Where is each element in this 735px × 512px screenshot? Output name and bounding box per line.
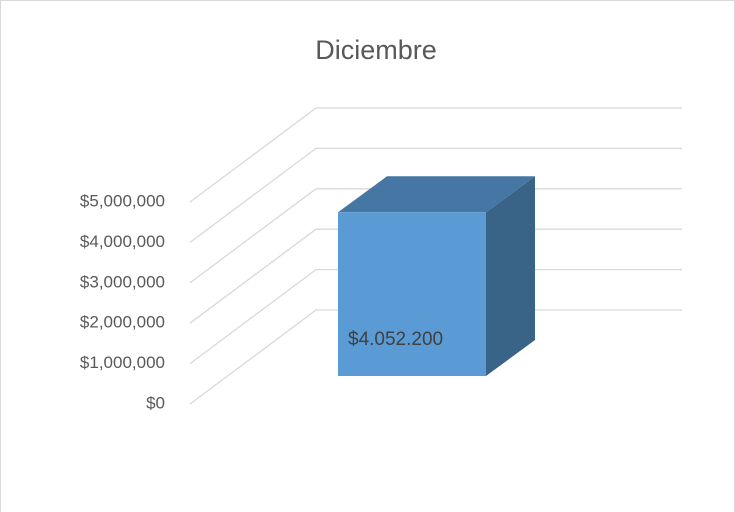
grid-line [189, 309, 682, 405]
y-tick-label: $1,000,000 [80, 353, 165, 372]
grid-line [189, 147, 682, 243]
bar [338, 212, 486, 376]
grid-line [189, 188, 682, 284]
y-tick-label: $5,000,000 [80, 191, 165, 210]
y-tick-label: $0 [146, 393, 165, 412]
grid-line [189, 268, 682, 365]
y-tick-label: $4,000,000 [80, 232, 165, 251]
y-tick-label: $3,000,000 [80, 272, 165, 291]
data-label: $4.052.200 [348, 329, 443, 350]
chart-title: Diciembre [315, 35, 437, 65]
y-tick-label: $2,000,000 [80, 313, 165, 332]
bar-top [338, 176, 535, 213]
grid-line [189, 107, 682, 203]
bar-side [486, 176, 535, 376]
grid-line [189, 228, 682, 324]
